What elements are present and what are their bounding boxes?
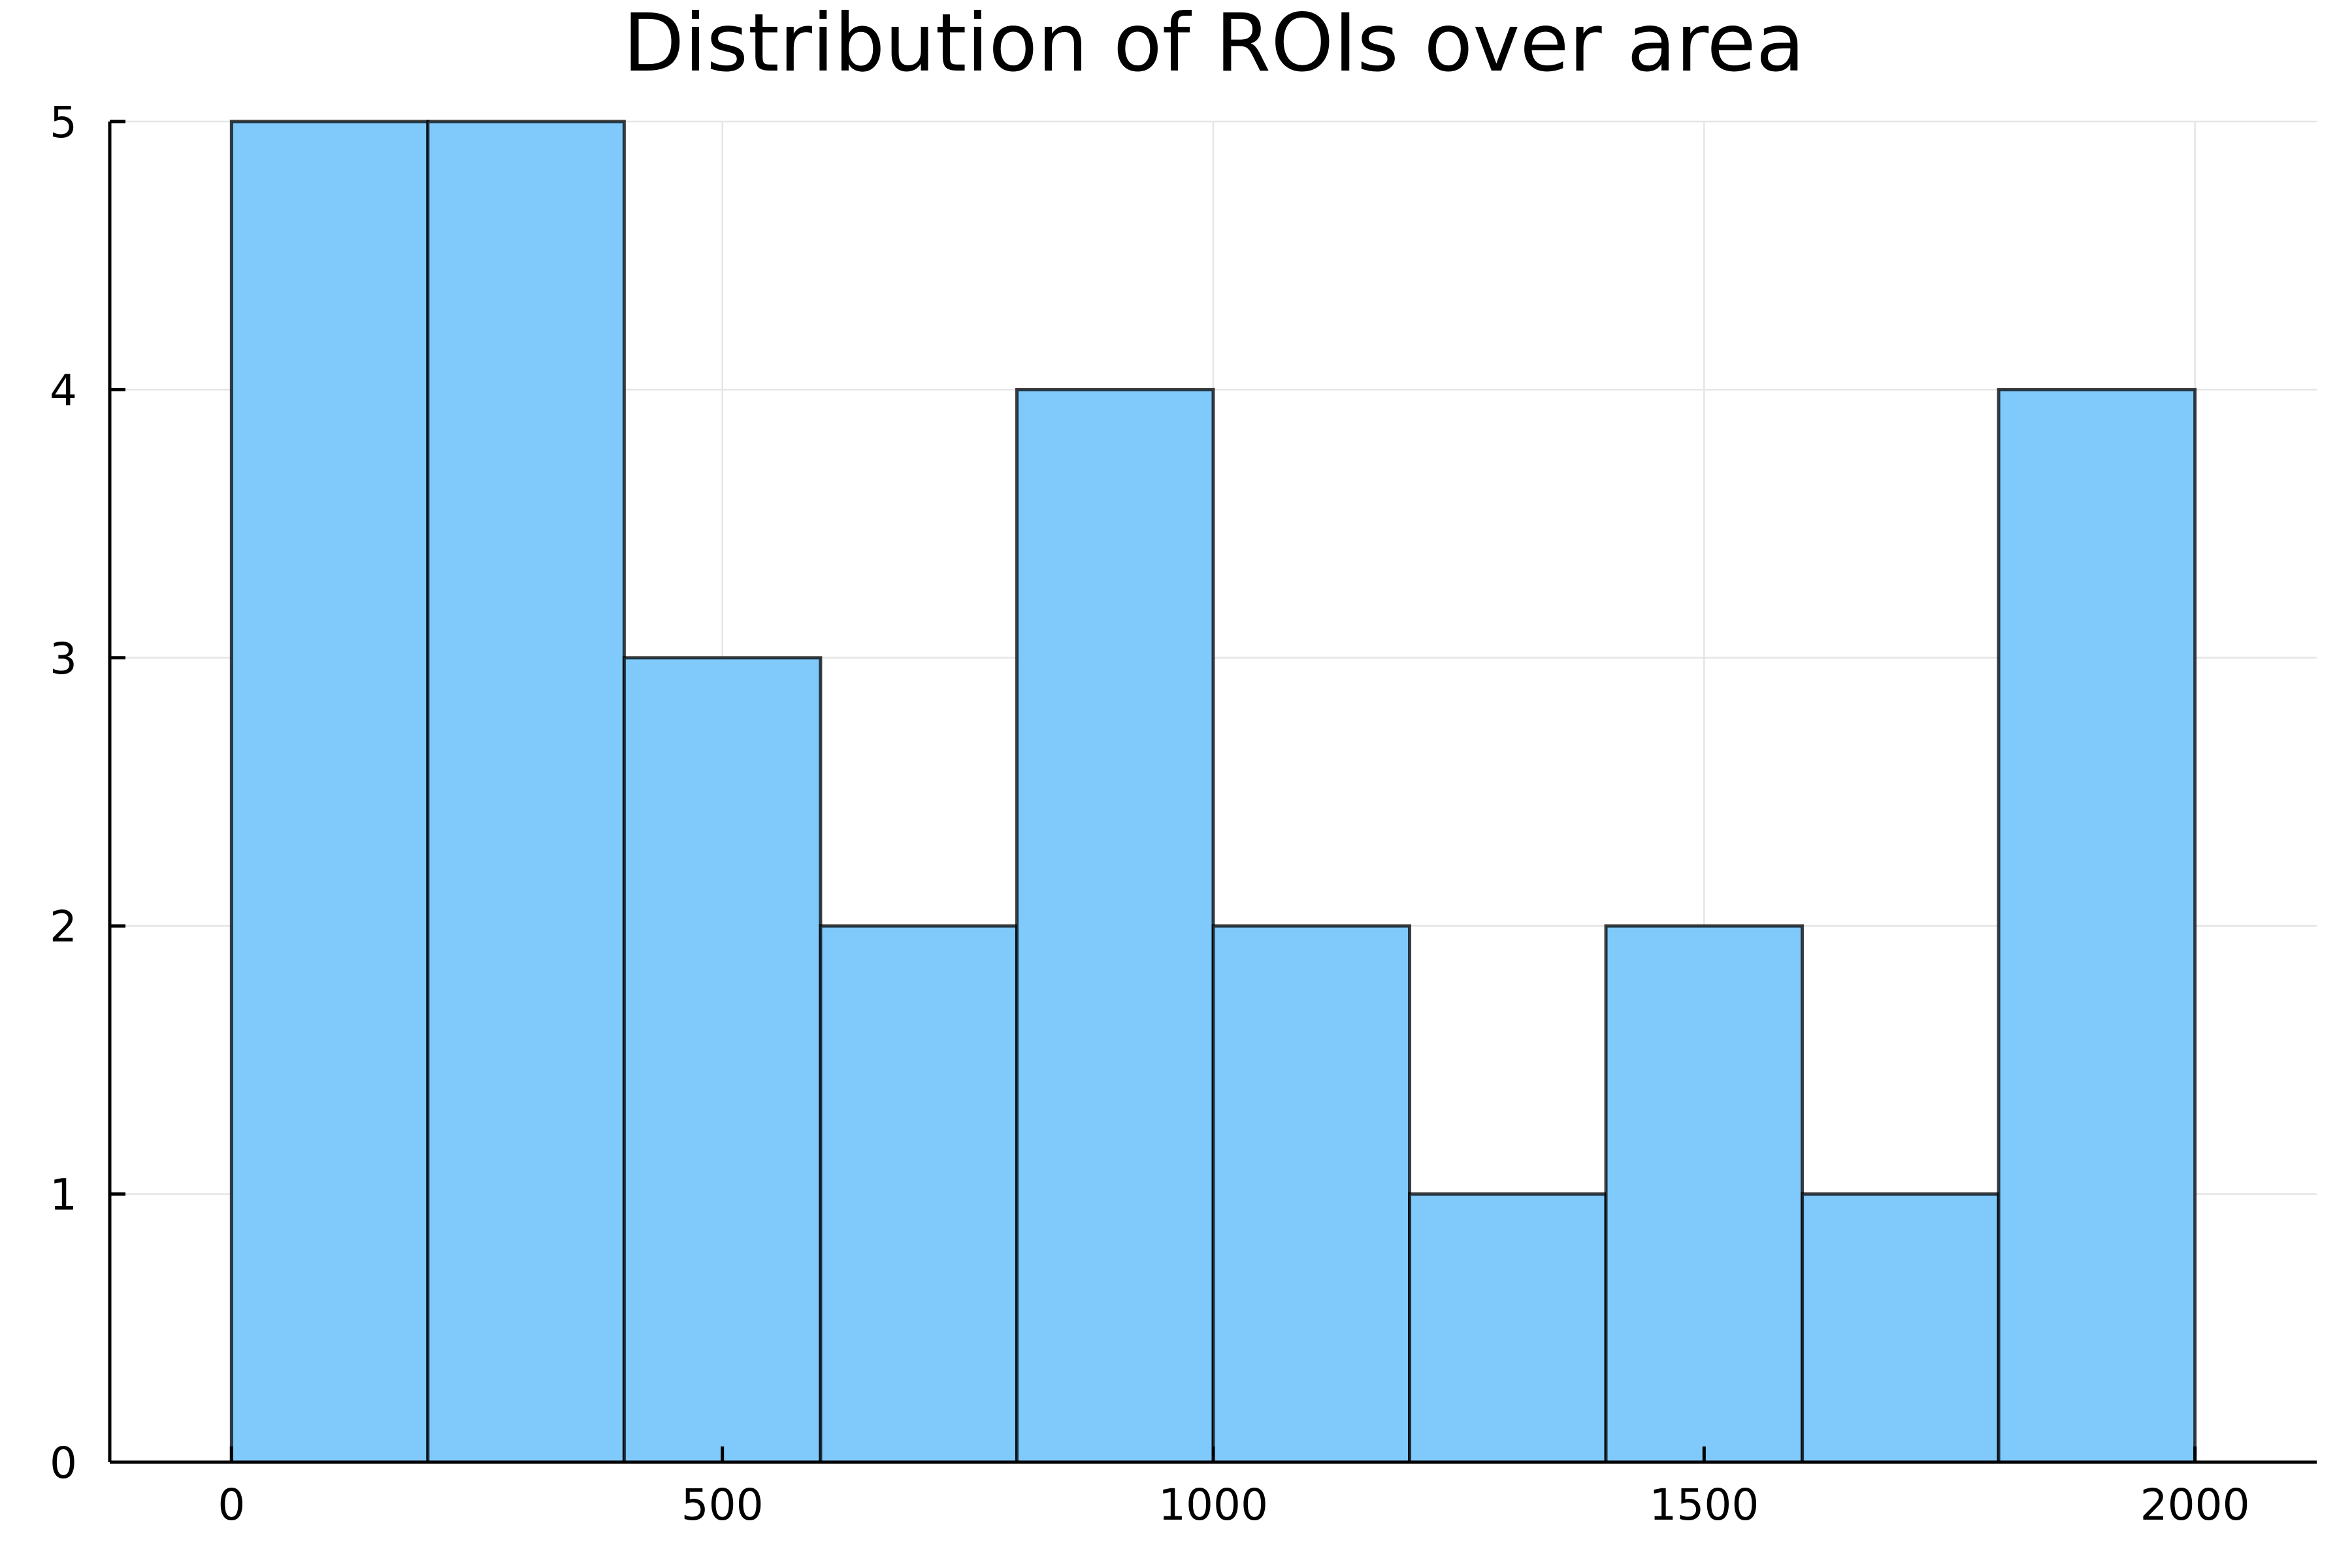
histogram-bar	[1015, 387, 1215, 1464]
histogram-bar	[229, 120, 430, 1464]
histogram-bar	[1997, 387, 2197, 1464]
histogram-bar	[1408, 1192, 1608, 1464]
histogram-bar	[622, 656, 823, 1464]
y-tick-label: 0	[50, 1438, 77, 1488]
histogram-bar	[1801, 1192, 2001, 1464]
y-tick-label: 2	[50, 902, 77, 952]
y-tick-label: 3	[50, 634, 77, 684]
histogram-bars	[229, 120, 2197, 1464]
y-tick-label: 5	[50, 97, 77, 148]
chart-title: Distribution of ROIs over area	[623, 0, 1805, 90]
x-tick-label: 1000	[1158, 1480, 1268, 1530]
x-tick-label: 1500	[1649, 1480, 1759, 1530]
histogram-bar	[426, 120, 626, 1464]
histogram-bar	[1604, 924, 1805, 1464]
y-tick-label: 1	[50, 1170, 77, 1220]
histogram-bar	[819, 924, 1019, 1464]
histogram-bar	[1211, 924, 1412, 1464]
x-tick-label: 0	[218, 1480, 245, 1530]
y-tick-label: 4	[50, 365, 77, 416]
tick-labels: 0 500 1000 1500 2000 0 1 2 3 4 5	[50, 97, 2250, 1530]
axes	[108, 120, 2317, 1464]
x-tick-label: 2000	[2140, 1480, 2250, 1530]
x-tick-label: 500	[681, 1480, 764, 1530]
